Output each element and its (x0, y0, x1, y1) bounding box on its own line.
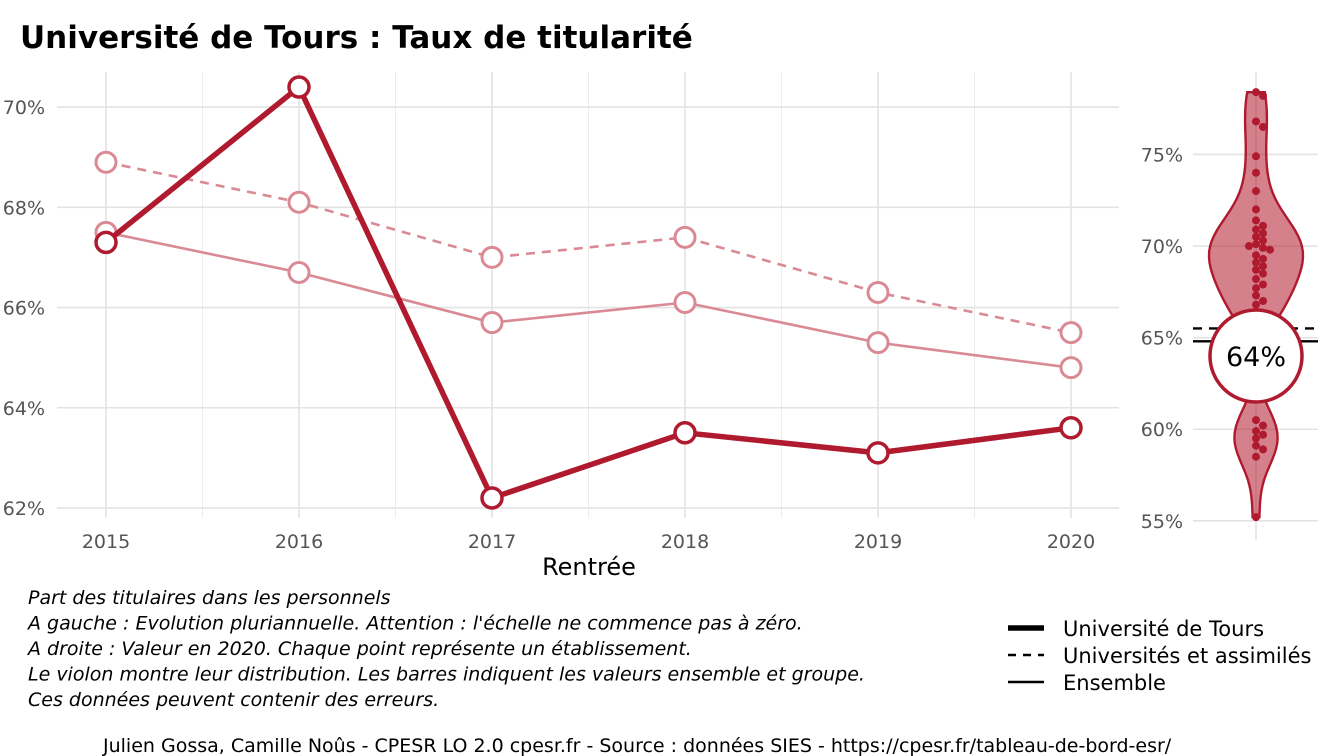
x-tick-label: 2019 (854, 531, 902, 553)
data-point (94, 230, 118, 255)
institution-dot (1252, 284, 1260, 293)
x-tick-label: 2017 (468, 531, 516, 553)
series-line (104, 84, 1072, 501)
y-tick-label: 75% (1141, 144, 1183, 166)
y-tick-label: 70% (1141, 236, 1183, 258)
institution-dot (1252, 205, 1260, 214)
chart-title: Université de Tours : Taux de titularité (20, 20, 693, 56)
institution-dot (1252, 441, 1260, 450)
institution-dot (1252, 300, 1260, 309)
institution-dot (1245, 242, 1253, 251)
institution-dot (1252, 434, 1260, 443)
x-tick-label: 2020 (1047, 531, 1095, 553)
caption-line: Le violon montre leur distribution. Les … (28, 664, 865, 686)
institution-dot (1252, 225, 1260, 234)
institution-dot (1259, 236, 1267, 245)
y-tick-label: 66% (3, 298, 45, 320)
highlight-marker (1208, 308, 1304, 404)
data-point (480, 311, 504, 335)
violin-chart-panel: 55% 60% 65% 70% 75% 64% (1141, 72, 1318, 540)
legend-label: Université de Tours (1063, 617, 1264, 641)
x-tick-label: 2016 (275, 531, 323, 553)
institution-dot (1259, 430, 1267, 439)
data-point (480, 245, 504, 269)
line-chart-panel: 62% 64% 66% 68% 70% 2015 2016 2017 2018 2019 2020 (3, 72, 1119, 553)
institution-dot (1252, 513, 1260, 522)
institution-dot (1259, 280, 1267, 289)
legend-label: Universités et assimilés (1063, 644, 1311, 668)
institution-dot (1252, 240, 1260, 249)
data-point (866, 280, 890, 304)
institution-dot (1252, 152, 1260, 161)
institution-dot (1252, 88, 1260, 97)
legend-label: Ensemble (1063, 671, 1166, 695)
y-tick-label: 64% (3, 398, 45, 420)
institution-dot (1252, 117, 1260, 126)
institution-dot (1259, 297, 1267, 305)
data-point (866, 331, 890, 355)
caption-line: A droite : Valeur en 2020. Chaque point … (26, 638, 692, 660)
data-point (673, 421, 697, 445)
data-point (94, 150, 118, 174)
data-point (866, 441, 890, 465)
data-point (1059, 321, 1083, 345)
caption-line: Part des titulaires dans les personnels (28, 587, 391, 609)
caption-line: Ces données peuvent contenir des erreurs… (28, 689, 439, 711)
highlight-value-label: 64% (1226, 342, 1286, 373)
institution-dot (1252, 187, 1260, 196)
data-point (673, 225, 697, 249)
institution-dot (1252, 265, 1260, 274)
institution-dot (1252, 416, 1260, 425)
y-tick-label: 68% (3, 197, 45, 219)
footer-credits: Julien Gossa, Camille Noûs - CPESR LO 2.… (102, 735, 1172, 756)
institution-dot (1252, 452, 1260, 461)
data-point (1059, 356, 1083, 380)
institution-dot (1252, 232, 1260, 241)
institution-dot (1252, 258, 1260, 267)
series-line (105, 231, 1072, 369)
y-tick-label: 62% (3, 498, 45, 520)
institution-dot (1259, 221, 1267, 230)
institution-dot (1252, 216, 1260, 225)
institution-dot (1259, 421, 1267, 430)
institution-dot (1259, 262, 1267, 271)
series-line (105, 160, 1072, 334)
institution-dot (1252, 275, 1260, 284)
x-tick-label: 2015 (82, 531, 130, 553)
institution-dot (1266, 245, 1274, 254)
institution-dot (1259, 445, 1267, 454)
data-point (1059, 416, 1083, 440)
data-point (673, 291, 697, 315)
institution-dot (1259, 269, 1267, 278)
caption: Part des titulaires dans les personnels A… (26, 587, 865, 711)
institution-dot (1259, 243, 1267, 252)
institution-dot (1259, 254, 1267, 263)
x-tick-label: 2018 (661, 531, 709, 553)
data-point (480, 486, 504, 510)
legend: Université de Tours Universités et assimi… (1008, 617, 1311, 695)
institution-dot (1252, 291, 1260, 300)
institution-dot (1252, 427, 1260, 436)
institution-dot (1259, 122, 1267, 131)
y-tick-label: 65% (1141, 328, 1183, 350)
caption-line: A gauche : Evolution pluriannuelle. Atte… (26, 613, 803, 635)
institution-dot (1252, 251, 1260, 260)
y-tick-label: 70% (3, 97, 45, 119)
x-axis-title: Rentrée (542, 553, 636, 581)
y-tick-label: 55% (1141, 511, 1183, 533)
institution-dot (1252, 168, 1260, 177)
institution-dot (1259, 91, 1267, 100)
data-point (287, 260, 311, 284)
y-tick-label: 60% (1141, 419, 1183, 441)
data-point (287, 75, 311, 99)
data-point (287, 190, 311, 214)
institution-dot (1259, 229, 1267, 238)
